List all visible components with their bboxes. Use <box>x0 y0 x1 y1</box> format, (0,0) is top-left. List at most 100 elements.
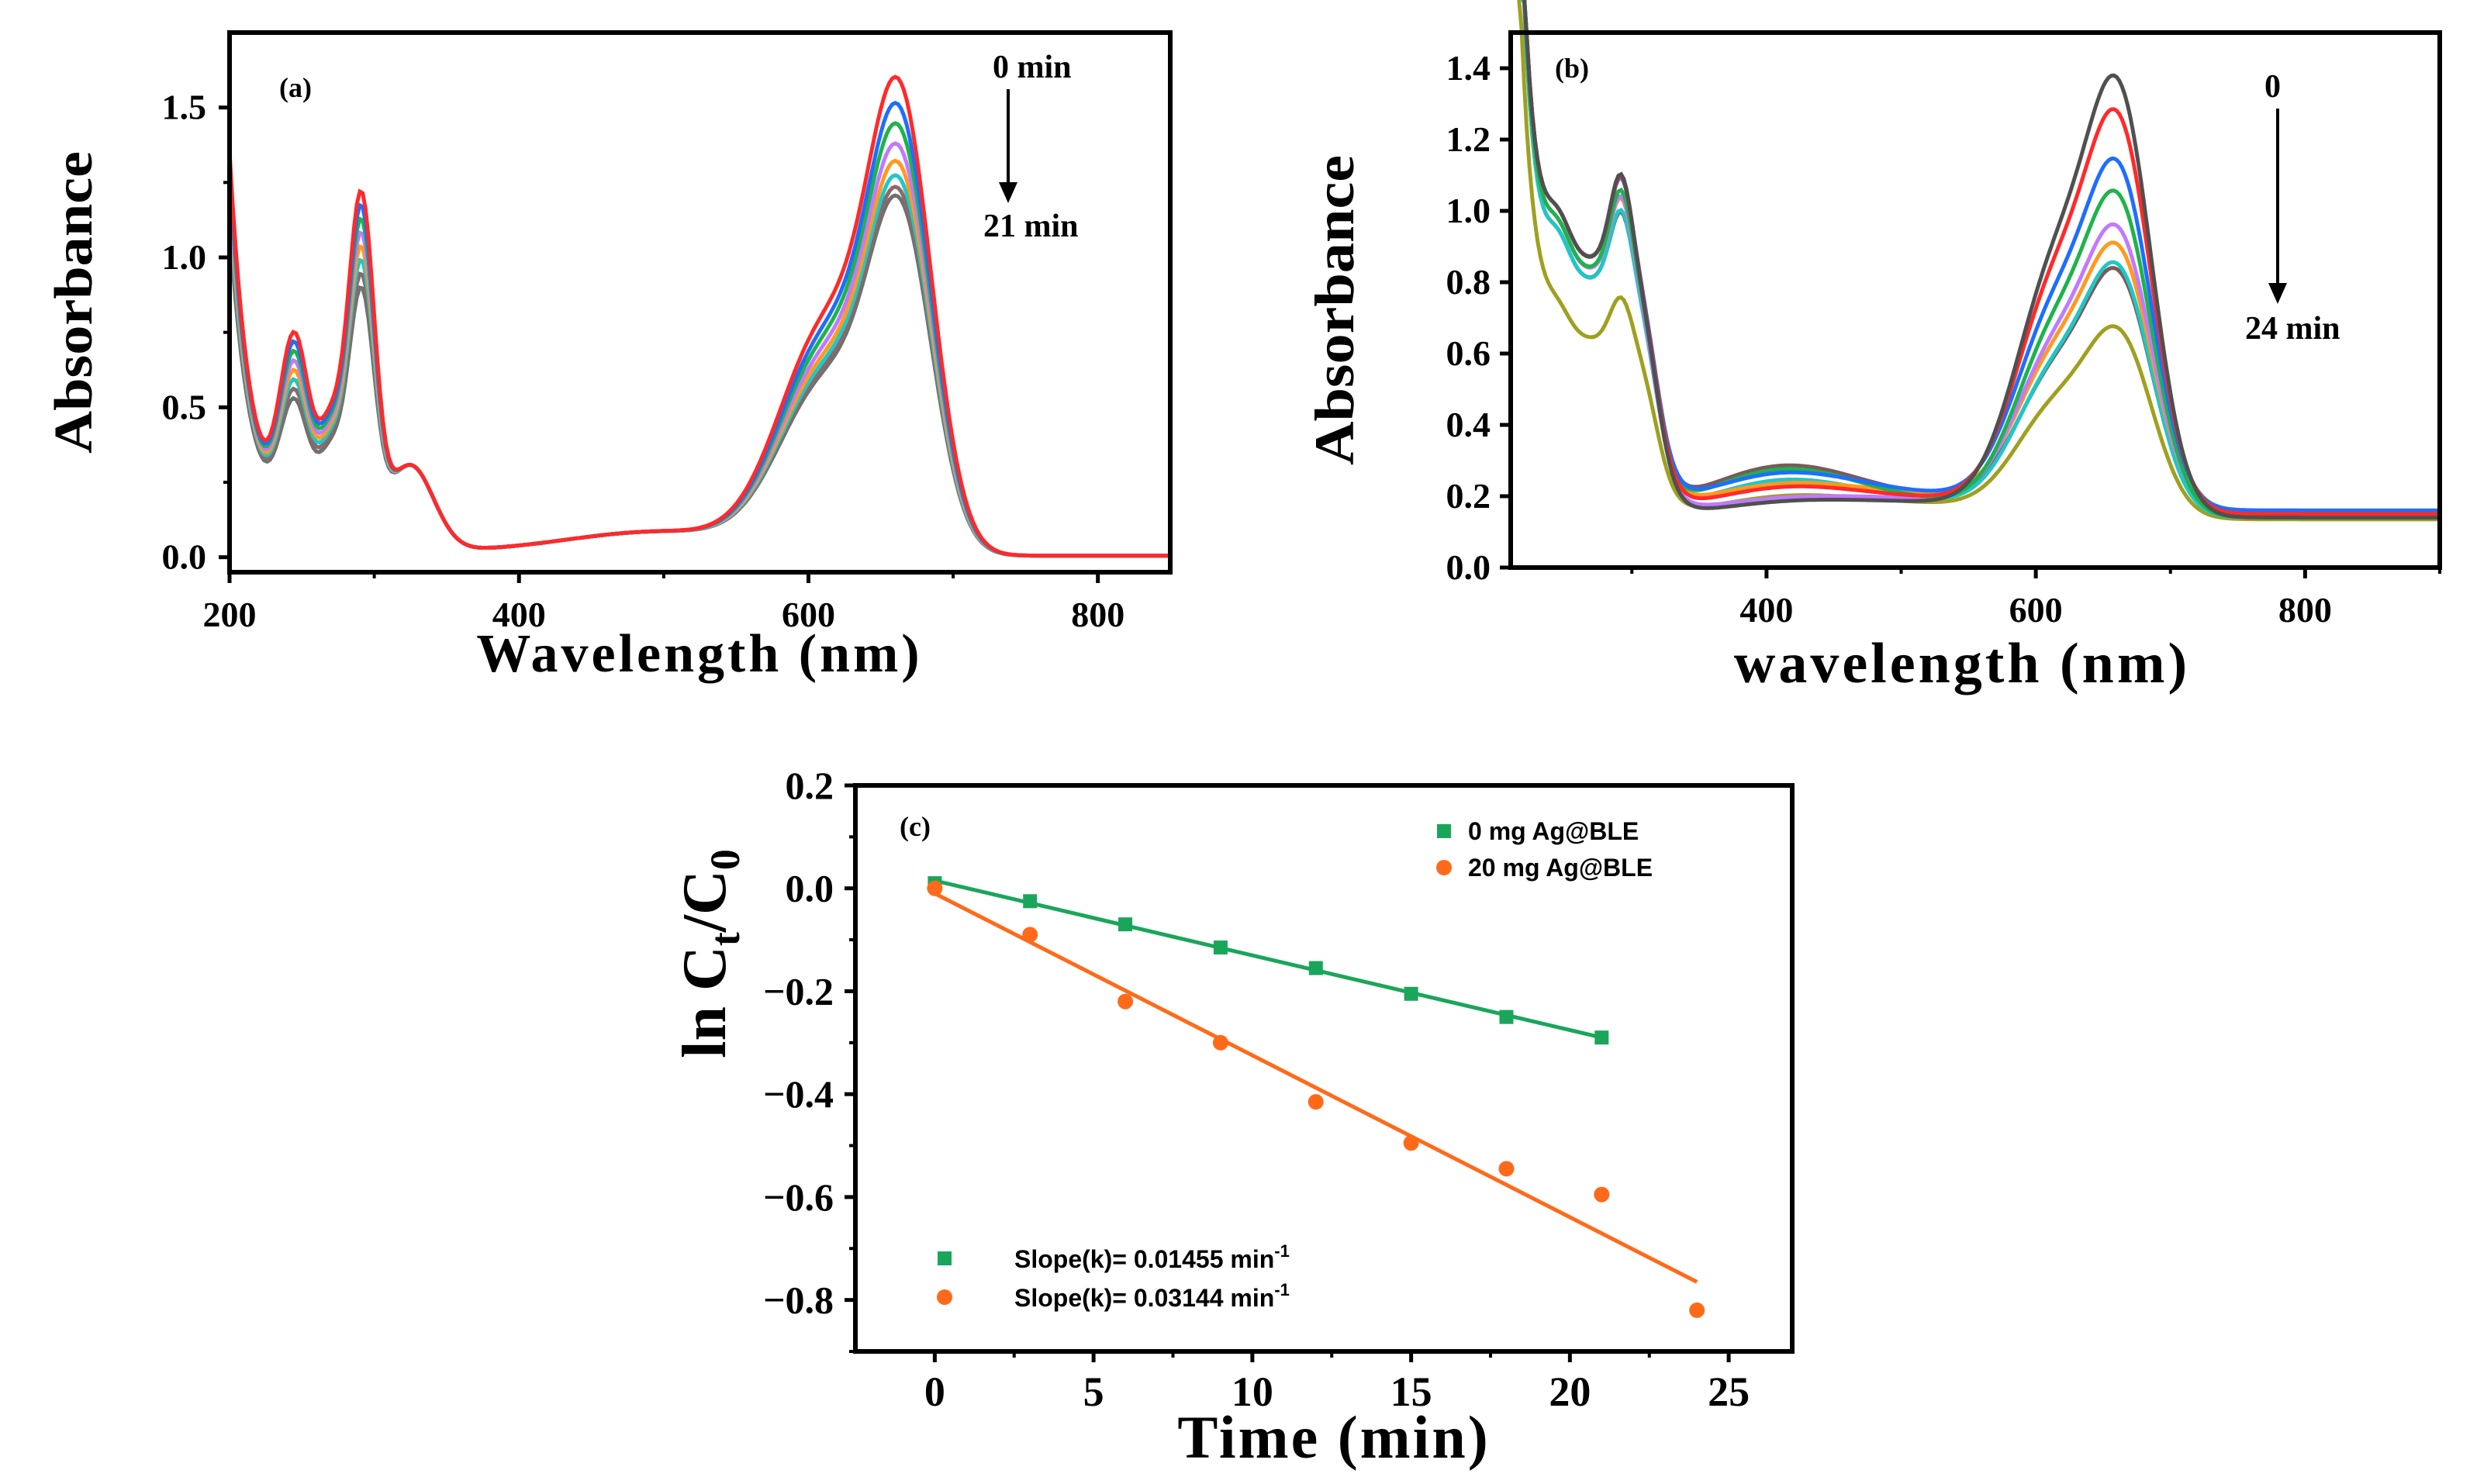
panel-c-series <box>927 876 1705 1318</box>
data-point-20mg <box>1403 1135 1419 1151</box>
panel-b-curve <box>1522 0 2440 520</box>
fit-label-0mg-sup: -1 <box>1274 1241 1290 1261</box>
panel-c-frame <box>853 783 1795 1354</box>
panel-c-y-tick-label: −0.6 <box>763 1175 834 1219</box>
panel-b-x-tick-label: 400 <box>1739 590 1793 630</box>
panel-b-y-tick-label: 1.4 <box>1446 48 1491 88</box>
panel-b-y-tick-label: 0.8 <box>1446 262 1491 302</box>
panel-a-y-axis-label: Absorbance <box>44 151 104 454</box>
fit-label-0mg: Slope(k)= 0.01455 min-1 <box>1014 1241 1290 1273</box>
data-point-0mg <box>1213 940 1228 955</box>
panel-b-annotation-top: 0 <box>2264 69 2281 105</box>
panel-b-x-axis-label: wavelength (nm) <box>1734 632 2190 695</box>
data-point-20mg <box>1594 1186 1610 1203</box>
legend-marker-0mg <box>1437 824 1451 838</box>
fit-label-20mg: Slope(k)= 0.03144 min-1 <box>1014 1280 1290 1312</box>
data-point-20mg <box>1498 1161 1515 1177</box>
panel-b-y-tick-label: 0.4 <box>1446 405 1491 444</box>
panel-a-x-tick-label: 800 <box>1071 595 1124 634</box>
panel-c-x-tick-label: 0 <box>924 1368 945 1415</box>
panel-a-curve <box>227 74 1170 558</box>
panel-b-y-tick-label: 0.6 <box>1446 333 1491 373</box>
panel-c-x-axis-label: Time (min) <box>1177 1403 1490 1471</box>
panel-b-annotation-bottom: 24 min <box>2245 311 2340 347</box>
panel-a-x-axis-label: Wavelength (nm) <box>476 624 922 684</box>
panel-b-curve <box>1522 0 2440 516</box>
panel-b-curves <box>1517 0 2440 522</box>
panel-b-curve <box>1522 0 2440 520</box>
panel-a-annotation-top: 0 min <box>993 50 1072 85</box>
panel-a-annotation-bottom: 21 min <box>983 209 1079 244</box>
panel-c-y-tick-label: −0.8 <box>763 1279 834 1322</box>
data-point-20mg <box>1212 1034 1228 1051</box>
panel-b-curve <box>1522 0 2440 512</box>
panel-c-y-ticks: 0.2 0.0 −0.2 −0.4 −0.6 −0.8 <box>763 764 855 1353</box>
fit-marker-0mg <box>938 1251 952 1265</box>
panel-c: 0 5 10 15 20 25 0.2 0.0 −0.2 −0.4 −0.6 −0.8 (c) 0 … <box>671 764 1795 1471</box>
panel-b-y-tick-label: 1.2 <box>1446 119 1491 159</box>
legend-label-20mg: 20 mg Ag@BLE <box>1468 854 1653 882</box>
panel-a-y-tick-label: 0.0 <box>162 537 207 577</box>
panel-a-arrow-head <box>999 182 1017 203</box>
panel-a-x-tick-label: 400 <box>492 595 546 634</box>
y-label-sub-t: t <box>702 932 748 946</box>
fit-marker-20mg <box>937 1289 952 1305</box>
fit-label-20mg-text: Slope(k)= 0.03144 min <box>1014 1284 1274 1312</box>
panel-c-x-tick-label: 5 <box>1083 1368 1104 1415</box>
fit-line-1 <box>934 892 1698 1284</box>
panel-b-y-tick-label: 1.0 <box>1446 191 1491 230</box>
data-point-20mg <box>1022 927 1038 943</box>
panel-c-label: (c) <box>900 811 931 842</box>
panel-c-y-axis-label: ln Ct/C0 <box>671 849 748 1058</box>
data-point-0mg <box>1023 894 1038 909</box>
fit-label-0mg-text: Slope(k)= 0.01455 min <box>1014 1245 1274 1273</box>
panel-a-y-tick-label: 1.0 <box>162 237 207 277</box>
fit-line-0 <box>934 878 1602 1040</box>
panel-b-x-ticks: 400 600 800 <box>1630 568 2441 630</box>
panel-c-x-tick-label: 10 <box>1232 1368 1273 1415</box>
panel-c-x-ticks: 0 5 10 15 20 25 <box>924 1351 1750 1415</box>
panel-a-y-tick-label: 0.5 <box>162 387 207 426</box>
data-point-0mg <box>1404 986 1418 1001</box>
panel-b: 400 600 800 0.0 0.2 0.4 0.6 0.8 1.0 1.2 1.4 (b) 0… <box>1304 0 2442 695</box>
data-point-20mg <box>1689 1302 1705 1318</box>
panel-a-x-tick-label: 200 <box>203 595 257 634</box>
panel-c-legend: 0 mg Ag@BLE 20 mg Ag@BLE <box>1436 817 1653 882</box>
y-label-sub-0: 0 <box>702 849 748 870</box>
panel-c-y-tick-label: 0.0 <box>786 867 834 910</box>
data-point-0mg <box>1308 961 1323 975</box>
y-label-main: ln C <box>671 946 739 1058</box>
data-point-20mg <box>1308 1094 1324 1110</box>
panel-a-y-tick-label: 1.5 <box>162 88 207 127</box>
panel-c-y-tick-label: −0.2 <box>763 969 834 1013</box>
panel-b-frame <box>1508 30 2442 570</box>
panel-b-curve <box>1522 0 2440 512</box>
panel-b-x-tick-label: 600 <box>2009 590 2063 630</box>
data-point-0mg <box>1594 1030 1609 1045</box>
panel-c-x-tick-label: 25 <box>1708 1368 1750 1415</box>
panel-a-x-tick-label: 600 <box>782 595 835 634</box>
panel-a-label: (a) <box>279 72 312 103</box>
panel-b-y-axis-label: Absorbance <box>1304 155 1366 465</box>
panel-b-curve <box>1517 0 2440 522</box>
data-point-0mg <box>1118 917 1133 932</box>
panel-b-y-ticks: 0.0 0.2 0.4 0.6 0.8 1.0 1.2 1.4 <box>1446 48 1511 587</box>
panel-b-curve <box>1520 0 2440 516</box>
panel-b-label: (b) <box>1555 53 1589 84</box>
data-point-20mg <box>1118 993 1134 1009</box>
panel-b-y-tick-label: 0.0 <box>1446 547 1491 587</box>
panel-c-y-tick-label: 0.2 <box>786 764 834 807</box>
panel-b-curve <box>1522 0 2440 516</box>
data-point-0mg <box>1499 1009 1514 1024</box>
panel-b-curve <box>1520 0 2440 520</box>
panel-b-x-tick-label: 800 <box>2278 590 2332 630</box>
panel-c-fit-labels: Slope(k)= 0.01455 min-1 Slope(k)= 0.0314… <box>937 1241 1290 1312</box>
panel-c-y-tick-label: −0.4 <box>763 1072 834 1116</box>
panel-a-y-ticks: 0.0 0.5 1.0 1.5 <box>162 88 230 577</box>
legend-marker-20mg <box>1436 860 1452 875</box>
panel-a-curves <box>227 74 1170 558</box>
panel-a: 200 400 600 800 0.0 0.5 1.0 1.5 (a) 0 min 21 m… <box>44 30 1173 684</box>
panel-b-y-tick-label: 0.2 <box>1446 476 1491 516</box>
y-label-slash: /C <box>671 870 739 933</box>
